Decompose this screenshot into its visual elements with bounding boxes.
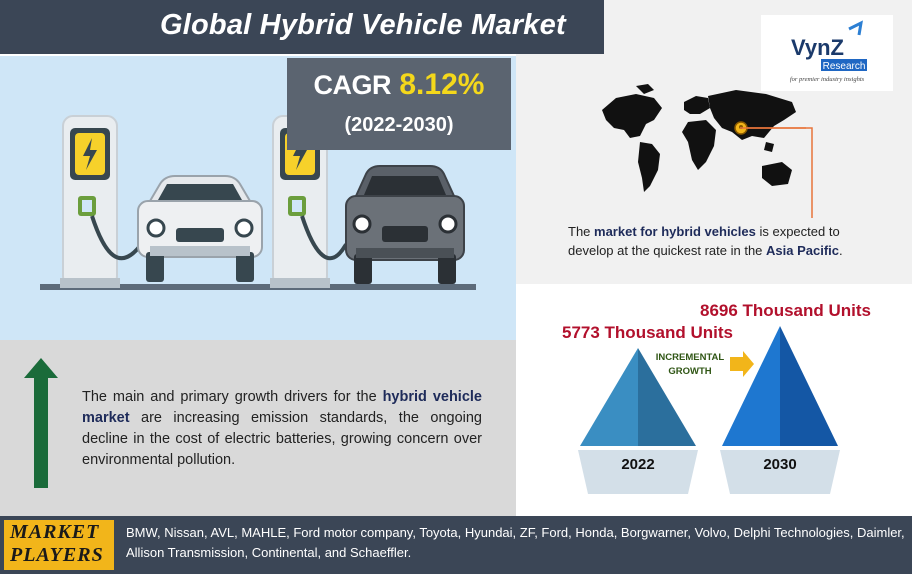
drivers-text-part: The main and primary growth drivers for … [82,389,383,405]
drivers-bold: hybrid vehicle market [82,389,482,426]
base-plate-2030 [720,450,840,494]
cagr-label: CAGR [313,70,392,100]
title-bar: Global Hybrid Vehicle Market [0,0,604,54]
cagr-value: 8.12% [399,68,485,101]
page-title: Global Hybrid Vehicle Market [160,9,566,41]
caption-text: The [568,224,595,239]
south-america-shape [638,142,660,192]
growth-drivers-text: The main and primary growth drivers for … [82,387,482,471]
charger-station-icon [60,115,120,288]
drivers-panel [0,340,516,516]
caption-text: . [839,243,843,258]
drivers-text-part: are increasing emission standards, the o… [82,410,482,468]
grey-suv-icon [345,165,465,284]
caption-bold-market: market for hybrid vehicles [594,224,756,239]
africa-shape [682,120,716,170]
vynz-logo: VynZ Research for premier industry insig… [761,15,893,91]
year-2030: 2030 [763,456,797,473]
caption-text: is expected to develop at the quickest r… [568,224,840,258]
pyramid-2030 [722,326,838,446]
players-label-line-1: MARKET [10,521,100,543]
market-players-list: BMW, Nissan, AVL, MAHLE, Ford motor comp… [126,525,905,560]
connector-line [740,127,813,218]
growth-arrow-icon [24,358,58,488]
volume-pyramids [578,326,840,494]
market-players-label: MARKET PLAYERS [4,520,114,570]
logo-brand: VynZ [791,35,844,60]
north-america-shape [602,94,662,138]
australia-shape [762,162,792,186]
incremental-arrow-icon [730,351,754,377]
units-2022: 5773 Thousand Units [562,323,733,342]
white-car-icon [137,175,263,282]
logo-tagline: for premier industry insights [790,76,865,83]
map-caption: The market for hybrid vehicles is expect… [568,222,888,260]
world-map [602,84,806,192]
incremental-line-2: GROWTH [668,366,712,377]
cagr-line: CAGR 8.12% [287,68,511,102]
units-2030: 8696 Thousand Units [700,301,871,320]
cagr-period: (2022-2030) [344,114,454,136]
base-plate-2022 [578,450,698,494]
volume-panel [516,284,912,516]
asia-shape [708,90,796,140]
charging-cable [300,215,358,261]
incremental-line-1: INCREMENTAL [655,352,725,363]
market-players-bar [0,516,912,574]
players-label-line-2: PLAYERS [10,544,104,566]
caption-bold-region: Asia Pacific [766,243,840,258]
ground-line [40,284,476,290]
year-2022: 2022 [621,456,655,473]
logo-icon: VynZ Research for premier industry insig… [790,20,867,83]
logo-sub: Research [823,61,866,72]
pyramid-2022 [580,348,696,446]
cagr-box: CAGR 8.12% (2022-2030) [287,58,511,150]
incremental-growth-label: INCREMENTAL GROWTH [645,351,735,379]
